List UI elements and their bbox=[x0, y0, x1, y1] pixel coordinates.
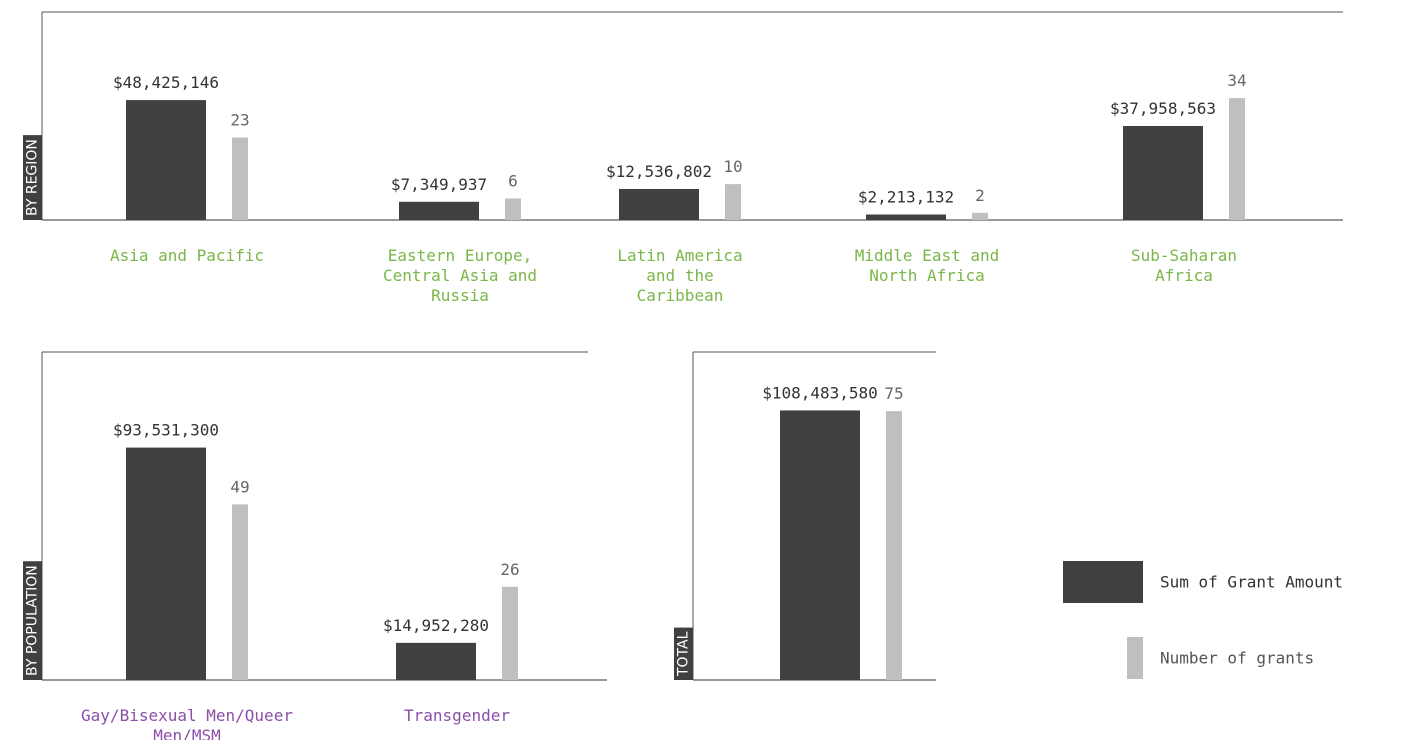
value-label: $14,952,280 bbox=[383, 616, 489, 635]
category-label: Sub-Saharan Africa bbox=[1131, 246, 1237, 285]
value-label: 2 bbox=[975, 186, 985, 205]
category-label: Transgender bbox=[404, 706, 510, 725]
count-bar bbox=[972, 212, 988, 220]
value-label: 6 bbox=[508, 171, 518, 190]
value-label: $7,349,937 bbox=[391, 175, 487, 194]
count-bar bbox=[232, 137, 248, 220]
legend-swatch bbox=[1127, 637, 1143, 679]
amount-bar bbox=[1123, 126, 1203, 220]
amount-bar bbox=[126, 447, 206, 680]
value-label: $93,531,300 bbox=[113, 421, 219, 440]
count-bar bbox=[725, 184, 741, 220]
side-label: TOTAL bbox=[676, 631, 692, 677]
category-label: Middle East and North Africa bbox=[854, 246, 1000, 285]
value-label: $2,213,132 bbox=[858, 188, 954, 207]
count-bar bbox=[886, 411, 902, 680]
value-label: 10 bbox=[723, 157, 742, 176]
amount-bar bbox=[866, 214, 946, 220]
value-label: $37,958,563 bbox=[1110, 99, 1216, 118]
count-bar bbox=[232, 504, 248, 680]
value-label: 23 bbox=[230, 111, 249, 130]
amount-bar bbox=[619, 188, 699, 220]
count-bar bbox=[505, 198, 521, 220]
value-label: $108,483,580 bbox=[762, 383, 878, 402]
count-bar bbox=[502, 586, 518, 680]
side-label-box bbox=[23, 135, 42, 220]
side-label-box bbox=[23, 561, 42, 680]
side-label: BY POPULATION bbox=[25, 565, 41, 676]
legend-label: Number of grants bbox=[1160, 649, 1314, 668]
amount-bar bbox=[780, 410, 860, 680]
amount-bar bbox=[126, 100, 206, 220]
category-label: Asia and Pacific bbox=[109, 246, 265, 265]
side-label-box bbox=[674, 627, 693, 680]
amount-bar bbox=[399, 201, 479, 220]
category-label: Gay/Bisexual Men/Queer Men/MSM bbox=[81, 706, 293, 740]
value-label: 34 bbox=[1227, 71, 1246, 90]
category-label: Latin America and the Caribbean bbox=[617, 246, 743, 305]
value-label: $12,536,802 bbox=[606, 162, 712, 181]
value-label: 26 bbox=[500, 560, 519, 579]
amount-bar bbox=[396, 642, 476, 680]
legend-swatch bbox=[1063, 561, 1143, 603]
value-label: $48,425,146 bbox=[113, 73, 219, 92]
value-label: 49 bbox=[230, 477, 249, 496]
count-bar bbox=[1229, 98, 1245, 220]
legend-label: Sum of Grant Amount bbox=[1160, 573, 1343, 592]
value-label: 75 bbox=[884, 384, 903, 403]
category-label: Eastern Europe, Central Asia and Russia bbox=[382, 246, 538, 305]
side-label: BY REGION bbox=[25, 139, 41, 216]
